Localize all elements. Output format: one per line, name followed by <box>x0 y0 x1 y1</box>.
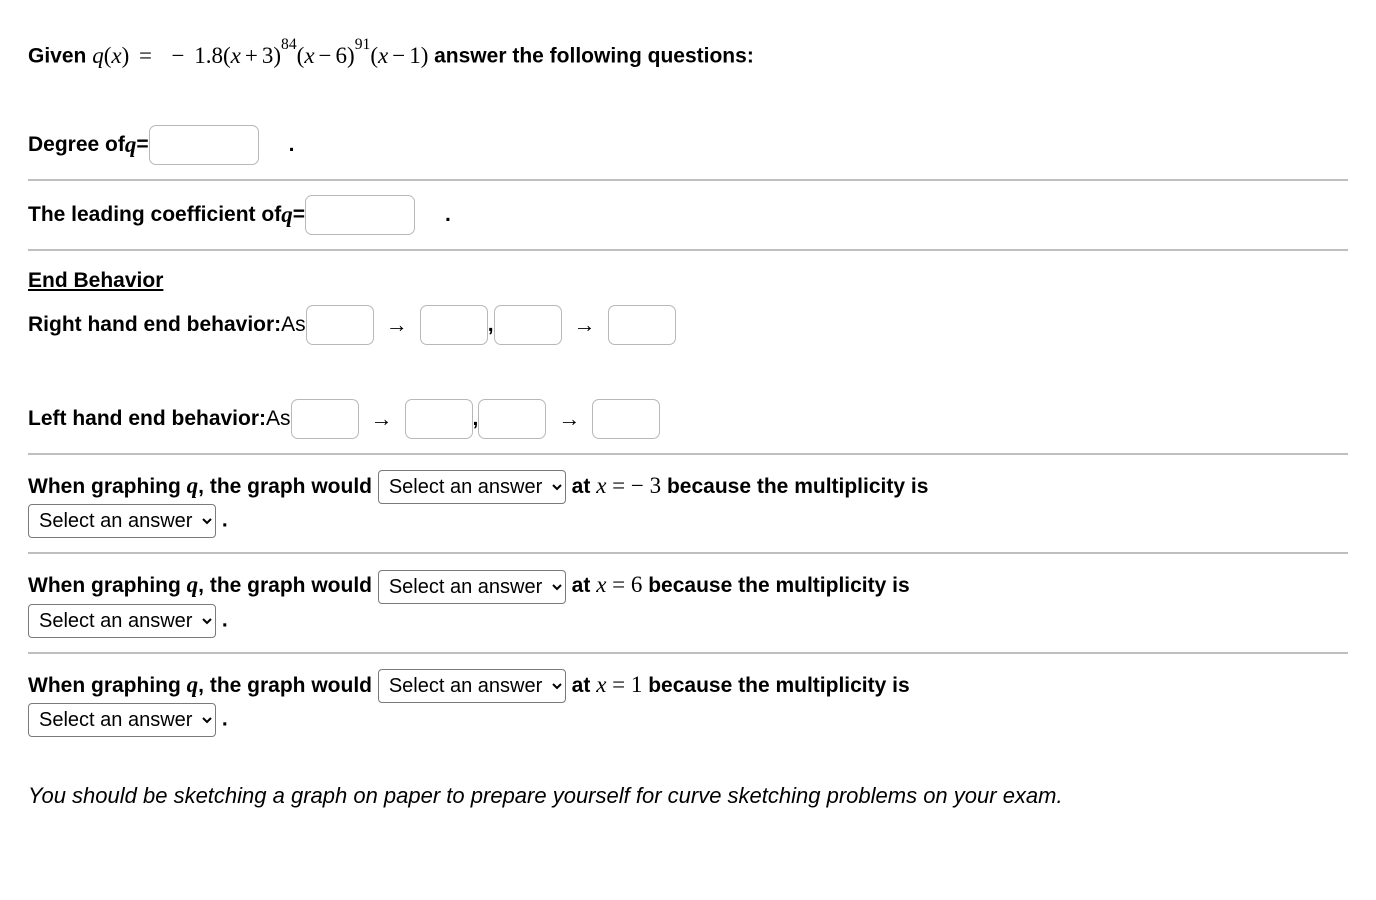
right-eb-label: Right hand end behavior: <box>28 309 281 341</box>
root-row-1: When graphing q, the graph would Select … <box>28 455 1348 552</box>
left-eb-label: Left hand end behavior: <box>28 403 266 435</box>
root-func: q <box>187 572 199 597</box>
root3-value: 1 <box>631 672 643 697</box>
left-eb-input-1[interactable] <box>291 399 359 439</box>
root3-multiplicity-select[interactable]: Select an answer <box>28 703 216 737</box>
given-statement: Given q(x) = − 1.8(x+3)84(x−6)91(x−1) an… <box>28 24 1348 87</box>
end-behavior-section: End Behavior Right hand end behavior: As… <box>28 251 1348 453</box>
degree-input[interactable] <box>149 125 259 165</box>
degree-label-pre: Degree of <box>28 129 125 161</box>
left-eb-input-2[interactable] <box>405 399 473 439</box>
because-text: because the multiplicity is <box>667 475 928 498</box>
root-prefix: When graphing <box>28 574 187 597</box>
degree-equals: = <box>136 129 148 161</box>
root-func: q <box>187 672 199 697</box>
eq-text: = <box>606 473 630 498</box>
right-eb-input-1[interactable] <box>306 305 374 345</box>
arrow-icon: → <box>359 402 405 435</box>
end-behavior-heading: End Behavior <box>28 265 1348 297</box>
root-period: . <box>222 708 228 731</box>
given-prefix: Given <box>28 45 92 68</box>
right-eb-input-3[interactable] <box>494 305 562 345</box>
leading-equals: = <box>293 199 305 231</box>
leading-coef-row: The leading coefficient of q = . <box>28 181 451 249</box>
leading-period: . <box>415 199 451 231</box>
arrow-icon: → <box>562 308 608 341</box>
leading-label-pre: The leading coefficient of <box>28 199 281 231</box>
at-text: at <box>572 475 597 498</box>
degree-period: . <box>259 129 295 161</box>
as-text: As <box>281 309 306 341</box>
function-expression: q(x) = − 1.8(x+3)84(x−6)91(x−1) <box>92 43 434 68</box>
given-suffix: answer the following questions: <box>434 45 754 68</box>
sketch-note: You should be sketching a graph on paper… <box>28 751 1348 812</box>
at-text: at <box>572 674 597 697</box>
degree-row: Degree of q = . <box>28 111 294 179</box>
x-var: x <box>596 572 606 597</box>
root2-behavior-select[interactable]: Select an answer <box>378 570 566 604</box>
eq-text: = <box>606 672 630 697</box>
root-row-2: When graphing q, the graph would Select … <box>28 554 1348 651</box>
root-prefix: When graphing <box>28 674 187 697</box>
left-end-behavior-row: Left hand end behavior: As → , → <box>28 399 660 439</box>
root-period: . <box>222 608 228 631</box>
arrow-icon: → <box>374 308 420 341</box>
because-text: because the multiplicity is <box>648 674 909 697</box>
root-mid: , the graph would <box>198 475 378 498</box>
arrow-icon: → <box>546 402 592 435</box>
as-text: As <box>266 403 291 435</box>
root1-value: − 3 <box>631 473 661 498</box>
root1-behavior-select[interactable]: Select an answer <box>378 470 566 504</box>
root-mid: , the graph would <box>198 574 378 597</box>
left-eb-input-3[interactable] <box>478 399 546 439</box>
root-prefix: When graphing <box>28 475 187 498</box>
right-eb-input-4[interactable] <box>608 305 676 345</box>
root-row-3: When graphing q, the graph would Select … <box>28 654 1348 751</box>
root-func: q <box>187 473 199 498</box>
root3-behavior-select[interactable]: Select an answer <box>378 669 566 703</box>
because-text: because the multiplicity is <box>648 574 909 597</box>
comma: , <box>488 309 494 341</box>
right-eb-input-2[interactable] <box>420 305 488 345</box>
root-mid: , the graph would <box>198 674 378 697</box>
at-text: at <box>572 574 597 597</box>
x-var: x <box>596 672 606 697</box>
left-eb-input-4[interactable] <box>592 399 660 439</box>
eq-text: = <box>606 572 630 597</box>
right-end-behavior-row: Right hand end behavior: As → , → <box>28 305 676 345</box>
leading-coef-input[interactable] <box>305 195 415 235</box>
root2-multiplicity-select[interactable]: Select an answer <box>28 604 216 638</box>
degree-func: q <box>125 128 137 163</box>
leading-func: q <box>281 198 293 233</box>
root2-value: 6 <box>631 572 643 597</box>
root-period: . <box>222 509 228 532</box>
root1-multiplicity-select[interactable]: Select an answer <box>28 504 216 538</box>
x-var: x <box>596 473 606 498</box>
